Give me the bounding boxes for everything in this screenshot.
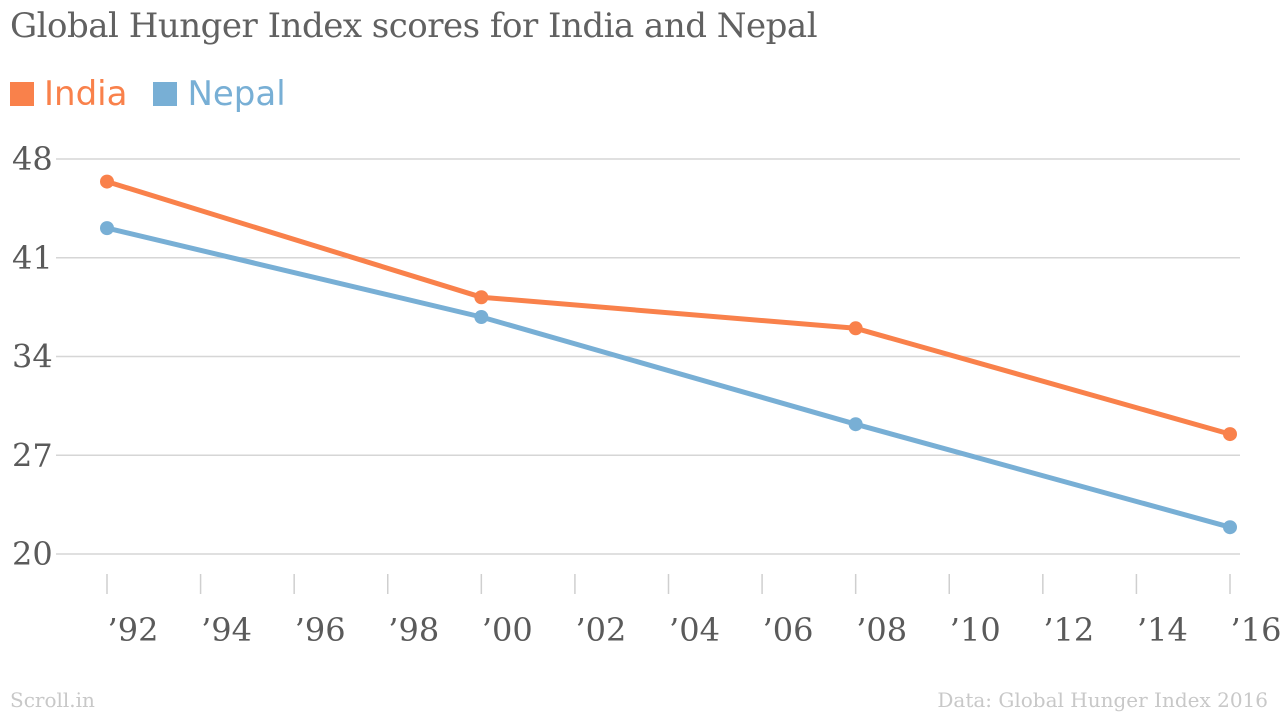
x-tick-label: ’08 [856, 611, 907, 649]
data-point-india [100, 174, 114, 189]
y-tick-label: 41 [12, 239, 53, 277]
footer-source-right: Data: Global Hunger Index 2016 [937, 688, 1268, 712]
x-tick-label: ’96 [295, 611, 346, 649]
legend-label-nepal: Nepal [187, 74, 286, 114]
y-tick-label: 34 [12, 338, 53, 376]
x-tick-label: ’98 [388, 611, 439, 649]
x-tick-label: ’12 [1043, 611, 1094, 649]
data-point-nepal [100, 221, 114, 236]
data-point-india [848, 321, 863, 336]
legend-item-nepal: Nepal [153, 74, 286, 114]
legend-item-india: India [10, 74, 127, 114]
y-tick-label: 20 [12, 535, 53, 573]
x-tick-label: ’04 [669, 611, 720, 649]
x-tick-label: ’10 [950, 611, 1001, 649]
x-tick-label: ’92 [108, 611, 159, 649]
x-tick-label: ’94 [201, 611, 252, 649]
chart-title: Global Hunger Index scores for India and… [10, 6, 818, 46]
data-point-nepal [474, 310, 489, 324]
legend-label-india: India [44, 74, 128, 114]
x-tick-label: ’06 [763, 611, 814, 649]
footer-source-left: Scroll.in [10, 688, 95, 712]
y-tick-label: 48 [12, 140, 53, 178]
data-point-india [474, 290, 489, 305]
x-tick-label: ’16 [1231, 611, 1280, 649]
data-point-nepal [848, 417, 863, 432]
y-tick-label: 27 [12, 436, 53, 474]
data-point-india [1223, 427, 1237, 442]
series-line-nepal [104, 225, 1233, 530]
x-tick-label: ’00 [482, 611, 533, 649]
data-point-nepal [1223, 520, 1237, 535]
legend-swatch-india [10, 82, 34, 106]
legend: India Nepal [10, 74, 312, 114]
series-line-india [104, 179, 1233, 437]
x-tick-label: ’14 [1137, 611, 1188, 649]
legend-swatch-nepal [153, 82, 178, 106]
x-tick-label: ’02 [575, 611, 626, 649]
